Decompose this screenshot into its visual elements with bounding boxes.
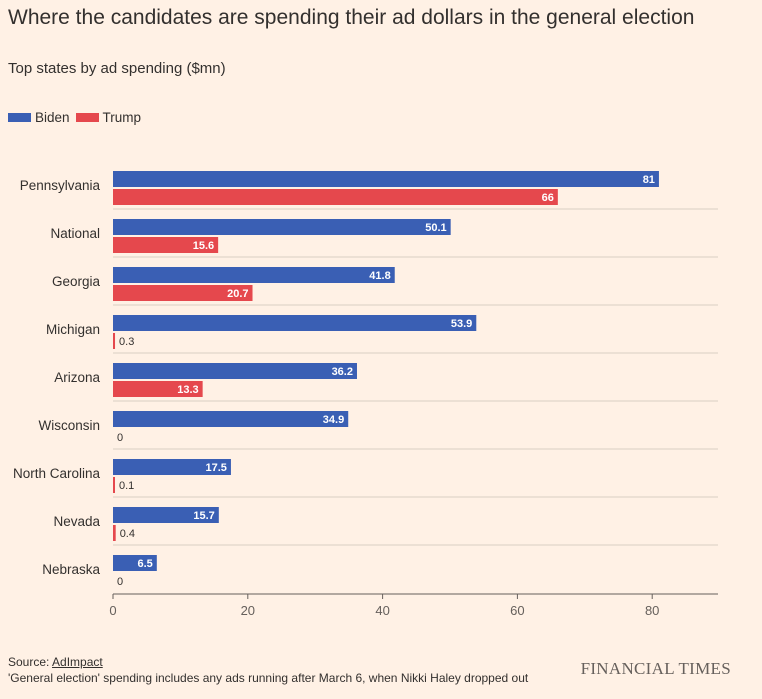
data-label-trump-pennsylvania: 66 (542, 192, 554, 204)
data-label-biden-nebraska: 6.5 (138, 558, 153, 570)
x-tick-label-40: 40 (375, 603, 389, 618)
bar-biden-nevada (113, 507, 219, 523)
category-label-georgia: Georgia (52, 274, 101, 289)
chart-subtitle: Top states by ad spending ($mn) (8, 60, 226, 77)
x-tick-label-20: 20 (241, 603, 255, 618)
category-label-nevada: Nevada (53, 514, 100, 529)
data-label-trump-georgia: 20.7 (227, 288, 248, 300)
bar-trump-national (113, 237, 219, 253)
bar-trump-north-carolina (113, 477, 115, 493)
bar-biden-nebraska (113, 555, 157, 571)
data-label-biden-georgia: 41.8 (369, 270, 390, 282)
data-label-trump-arizona: 13.3 (177, 384, 198, 396)
x-tick-label-80: 80 (645, 603, 659, 618)
footer: Source: AdImpact 'General election' spen… (8, 654, 528, 686)
ft-logo: FINANCIAL TIMES (580, 659, 731, 678)
legend-item-trump: Trump (75, 110, 142, 125)
x-tick-label-60: 60 (510, 603, 524, 618)
category-label-arizona: Arizona (54, 370, 100, 385)
data-label-trump-north-carolina: 0.1 (119, 480, 134, 492)
category-label-north-carolina: North Carolina (13, 466, 101, 481)
bar-biden-wisconsin (113, 411, 349, 427)
bar-biden-arizona (113, 363, 357, 379)
bar-biden-north-carolina (113, 459, 231, 475)
bar-biden-michigan (113, 315, 477, 331)
bar-trump-pennsylvania (113, 189, 558, 205)
data-label-biden-nevada: 15.7 (193, 510, 214, 522)
bar-trump-georgia (113, 285, 253, 301)
data-label-trump-nebraska: 0 (117, 576, 123, 588)
data-label-biden-national: 50.1 (425, 222, 446, 234)
source-link[interactable]: AdImpact (52, 655, 103, 669)
source-line: Source: AdImpact (8, 654, 528, 670)
bar-trump-nevada (113, 525, 116, 541)
data-label-trump-wisconsin: 0 (117, 432, 123, 444)
legend-swatch-biden (8, 113, 31, 122)
data-label-biden-north-carolina: 17.5 (206, 462, 227, 474)
bar-biden-georgia (113, 267, 395, 283)
data-label-trump-nevada: 0.4 (120, 528, 135, 540)
data-label-biden-pennsylvania: 81 (643, 174, 655, 186)
x-tick-label-0: 0 (109, 603, 116, 618)
data-label-trump-michigan: 0.3 (119, 336, 134, 348)
bar-trump-michigan (113, 333, 116, 349)
chart-title: Where the candidates are spending their … (8, 6, 695, 29)
data-label-biden-michigan: 53.9 (451, 318, 472, 330)
category-label-michigan: Michigan (46, 322, 100, 337)
legend-label-trump: Trump (102, 110, 142, 125)
category-label-pennsylvania: Pennsylvania (20, 178, 101, 193)
category-label-wisconsin: Wisconsin (38, 418, 100, 433)
category-label-nebraska: Nebraska (42, 562, 100, 577)
legend-swatch-trump (75, 113, 99, 122)
source-prefix: Source: (8, 655, 53, 669)
legend: Biden Trump (8, 110, 147, 125)
category-label-national: National (50, 226, 100, 241)
bar-biden-national (113, 219, 451, 235)
data-label-trump-national: 15.6 (193, 240, 214, 252)
bar-trump-arizona (113, 381, 203, 397)
footnote: 'General election' spending includes any… (8, 671, 529, 685)
legend-item-biden: Biden (8, 110, 70, 125)
legend-label-biden: Biden (35, 110, 70, 125)
bar-chart: Pennsylvania 81 66 National 50.1 15.6 Georgia 4… (13, 171, 718, 618)
data-label-biden-wisconsin: 34.9 (323, 414, 344, 426)
data-label-biden-arizona: 36.2 (332, 366, 353, 378)
bar-biden-pennsylvania (113, 171, 659, 187)
